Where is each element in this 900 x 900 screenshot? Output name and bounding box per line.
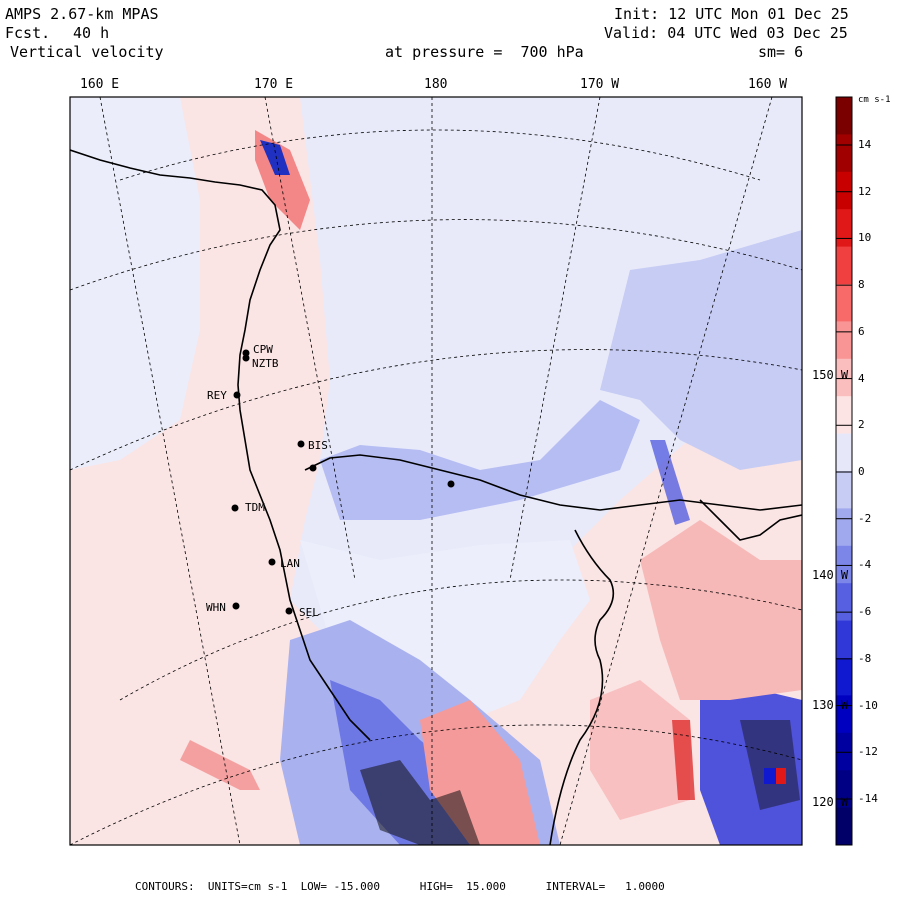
station-marker-ross-island — [309, 464, 317, 472]
colorbar-cell — [836, 583, 852, 622]
negative-region — [320, 400, 640, 520]
positive-region — [180, 740, 260, 790]
contour-info: CONTOURS: UNITS=cm s-1 LOW= -15.000 HIGH… — [135, 880, 665, 893]
colorbar-tick-label: -12 — [858, 745, 878, 759]
colorbar-cell — [836, 209, 852, 248]
lat-label-120w: 120 W — [812, 795, 849, 809]
positive-region — [776, 768, 786, 784]
positive-region — [672, 720, 695, 800]
colorbar-cell — [836, 284, 852, 322]
colorbar-cell — [836, 97, 852, 135]
colorbar-cell — [836, 732, 852, 771]
colorbar-tick-label: 8 — [858, 278, 865, 292]
colorbar-cell — [836, 134, 852, 173]
colorbar-tick-label: 2 — [858, 418, 865, 432]
colorbar-cell — [836, 658, 852, 696]
forecast-label: Fcst. — [5, 24, 51, 42]
lon-label-180: 180 — [424, 77, 448, 92]
init-time: Init: 12 UTC Mon 01 Dec 25 — [614, 5, 849, 23]
lat-label-130w: 130 W — [812, 698, 849, 712]
station-label-nztb: NZTB — [252, 357, 279, 370]
colorbar-tick-label: -10 — [858, 698, 878, 712]
negative-region — [70, 97, 200, 470]
dense-contours — [740, 720, 800, 810]
lon-label-170e: 170 E — [254, 77, 294, 92]
colorbar-units: cm s-1 — [858, 95, 891, 105]
station-label-cpw: CPW — [253, 343, 273, 356]
positive-region — [590, 680, 690, 820]
station-marker-cpw — [242, 349, 250, 357]
smoothing: sm= 6 — [758, 43, 804, 61]
lon-label-160w: 160 W — [748, 77, 788, 92]
pressure-level: at pressure = 700 hPa — [385, 43, 584, 61]
map-field — [70, 97, 802, 845]
station-marker-shelf — [447, 480, 455, 488]
station-label-tdm: TDM — [245, 501, 265, 514]
colorbar-cell — [836, 396, 852, 435]
negative-region — [300, 540, 590, 720]
colorbar-cell — [836, 171, 852, 210]
station-label-rey: REY — [207, 389, 227, 402]
colorbar-tick-label: 14 — [858, 138, 872, 151]
colorbar-cell — [836, 545, 852, 584]
colorbar-cell — [836, 508, 852, 547]
colorbar-cell — [836, 471, 852, 509]
lat-label-150w: 150 W — [812, 368, 849, 382]
colorbar-tick-label: 6 — [858, 324, 865, 338]
negative-region — [650, 440, 690, 525]
field-name: Vertical velocity — [10, 43, 164, 61]
station-markers — [231, 349, 455, 615]
colorbar-tick-label: -6 — [858, 605, 872, 619]
valid-time: Valid: 04 UTC Wed 03 Dec 25 — [604, 24, 848, 42]
station-marker-nztb — [242, 354, 250, 362]
negative-region — [260, 140, 290, 175]
colorbar-cell — [836, 807, 852, 846]
colorbar-tick-label: -14 — [858, 792, 878, 805]
station-marker-rey — [233, 391, 241, 399]
station-marker-sel — [285, 607, 293, 615]
graticule — [70, 97, 802, 845]
forecast-hours: 40 h — [73, 24, 110, 42]
negative-region — [764, 768, 776, 784]
colorbar-cell — [836, 433, 852, 472]
colorbar-tick-label: -8 — [858, 651, 872, 665]
colorbar-cell — [836, 695, 852, 734]
map-frame — [69, 96, 803, 846]
colorbar-tick-label: -4 — [858, 558, 872, 572]
station-label-lan: LAN — [280, 557, 300, 570]
colorbar-tick-label: 12 — [858, 184, 872, 198]
station-marker-bis — [297, 440, 305, 448]
station-label-whn: WHN — [206, 601, 226, 614]
station-marker-lan — [268, 558, 276, 566]
station-marker-whn — [232, 602, 240, 610]
colorbar-cell — [836, 358, 852, 397]
station-marker-tdm — [231, 504, 239, 512]
positive-region — [640, 520, 802, 700]
negative-region — [600, 230, 802, 470]
lon-label-160e: 160 E — [80, 77, 120, 92]
lat-label-140w: 140 W — [812, 568, 849, 582]
lon-label-170w: 170 W — [580, 77, 620, 92]
colorbar-cell — [836, 246, 852, 285]
negative-region — [70, 97, 802, 640]
station-label-sel: SEL — [299, 606, 319, 619]
dense-contours — [360, 760, 480, 845]
coastline — [70, 149, 802, 845]
negative-region — [700, 690, 802, 845]
station-label-bis: BIS — [308, 439, 328, 452]
colorbar-tick-label: 10 — [858, 231, 872, 245]
colorbar-tick-label: 0 — [858, 465, 865, 478]
colorbar-cell — [836, 620, 852, 659]
colorbar-tick-label: 4 — [858, 371, 865, 385]
colorbar — [835, 96, 853, 846]
model-title: AMPS 2.67-km MPAS — [5, 5, 159, 23]
colorbar-tick-label: -2 — [858, 511, 872, 525]
colorbar-cell — [836, 321, 852, 360]
